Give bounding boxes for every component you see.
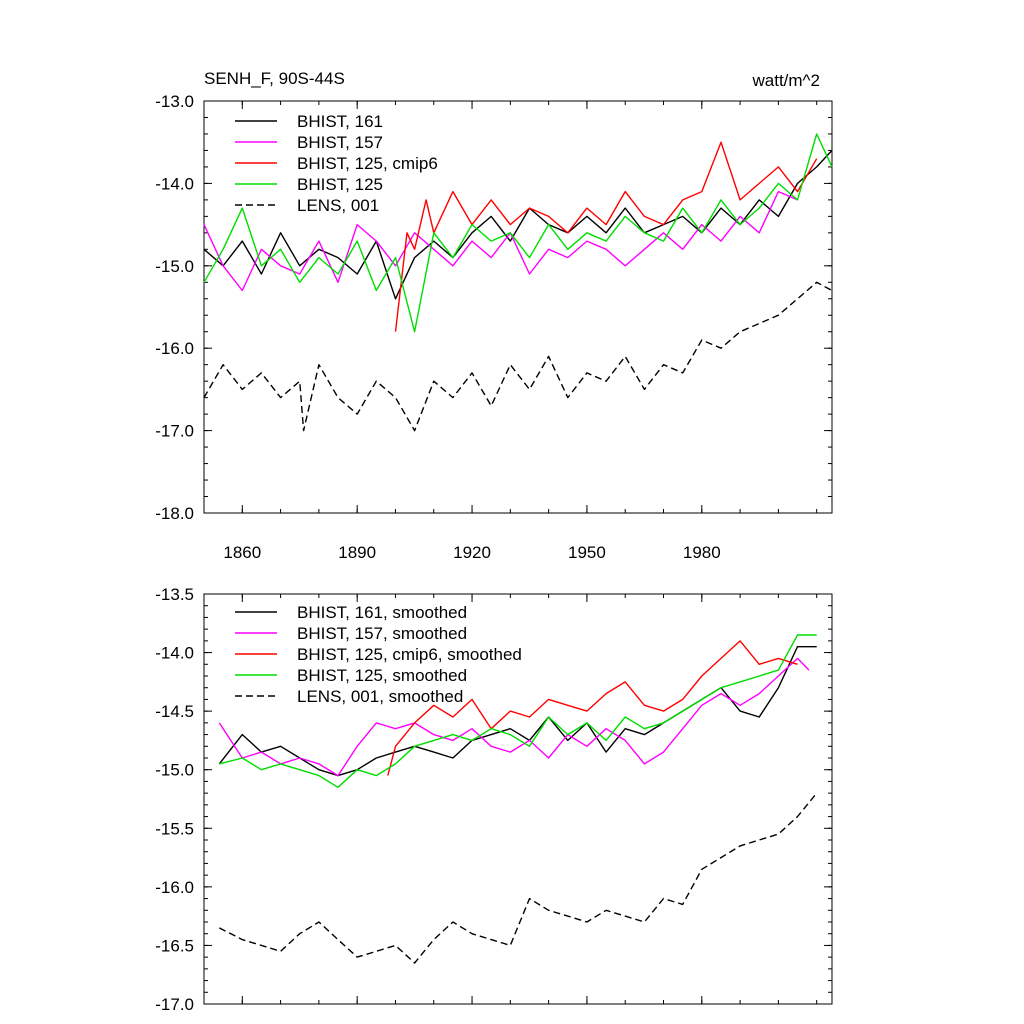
x-tick-label: 1860 [223,543,261,562]
y-tick-label: -15.5 [155,819,194,838]
y-tick-label: -15.0 [155,761,194,780]
figure-title: SENH_F, 90S-44S [204,69,345,88]
y-tick-label: -13.0 [155,92,194,111]
x-tick-label: 1890 [338,543,376,562]
legend-label: LENS, 001 [297,196,379,215]
y-tick-label: -14.5 [155,702,194,721]
x-tick-label: 1920 [453,543,491,562]
plot-frame [203,593,833,1005]
y-tick-label: -17.0 [155,422,194,441]
y-tick-label: -13.5 [155,585,194,604]
bottom-panel: -17.0 -16.5 -16.0 -15.5 -15.0 -14.5 -14.0 -13.5… [155,585,833,1014]
top-panel: -18.0 -17.0 -16.0 -15.0 -14.0 -13.0 1860 1890 19… [155,92,833,562]
series-line [203,133,833,333]
series-line [218,657,810,777]
legend-label: BHIST, 125 [297,175,383,194]
legend-label: BHIST, 125, smoothed [297,666,467,685]
series-line [387,640,798,776]
y-tick-label: -14.0 [155,174,194,193]
y-tick-label: -14.0 [155,644,194,663]
legend-label: BHIST, 125, cmip6 [297,154,438,173]
y-tick-label: -16.0 [155,878,194,897]
y-tick-label: -17.0 [155,995,194,1014]
y-tick-label: -16.0 [155,339,194,358]
legend-label: BHIST, 161 [297,112,383,131]
x-tick-label: 1980 [683,543,721,562]
legend-label: BHIST, 161, smoothed [297,603,467,622]
series-line [394,141,818,332]
x-tick-label: 1950 [568,543,606,562]
series-line [218,792,818,964]
figure-units: watt/m^2 [752,71,821,90]
y-tick-label: -16.5 [155,936,194,955]
y-tick-label: -18.0 [155,504,194,523]
series-line [203,190,798,292]
series-line [203,281,833,432]
y-tick-label: -15.0 [155,257,194,276]
legend-label: BHIST, 125, cmip6, smoothed [297,645,522,664]
legend-label: BHIST, 157 [297,133,383,152]
legend-label: LENS, 001, smoothed [297,687,463,706]
series-line [219,634,817,788]
legend-label: BHIST, 157, smoothed [297,624,467,643]
plot-frame [203,100,833,514]
